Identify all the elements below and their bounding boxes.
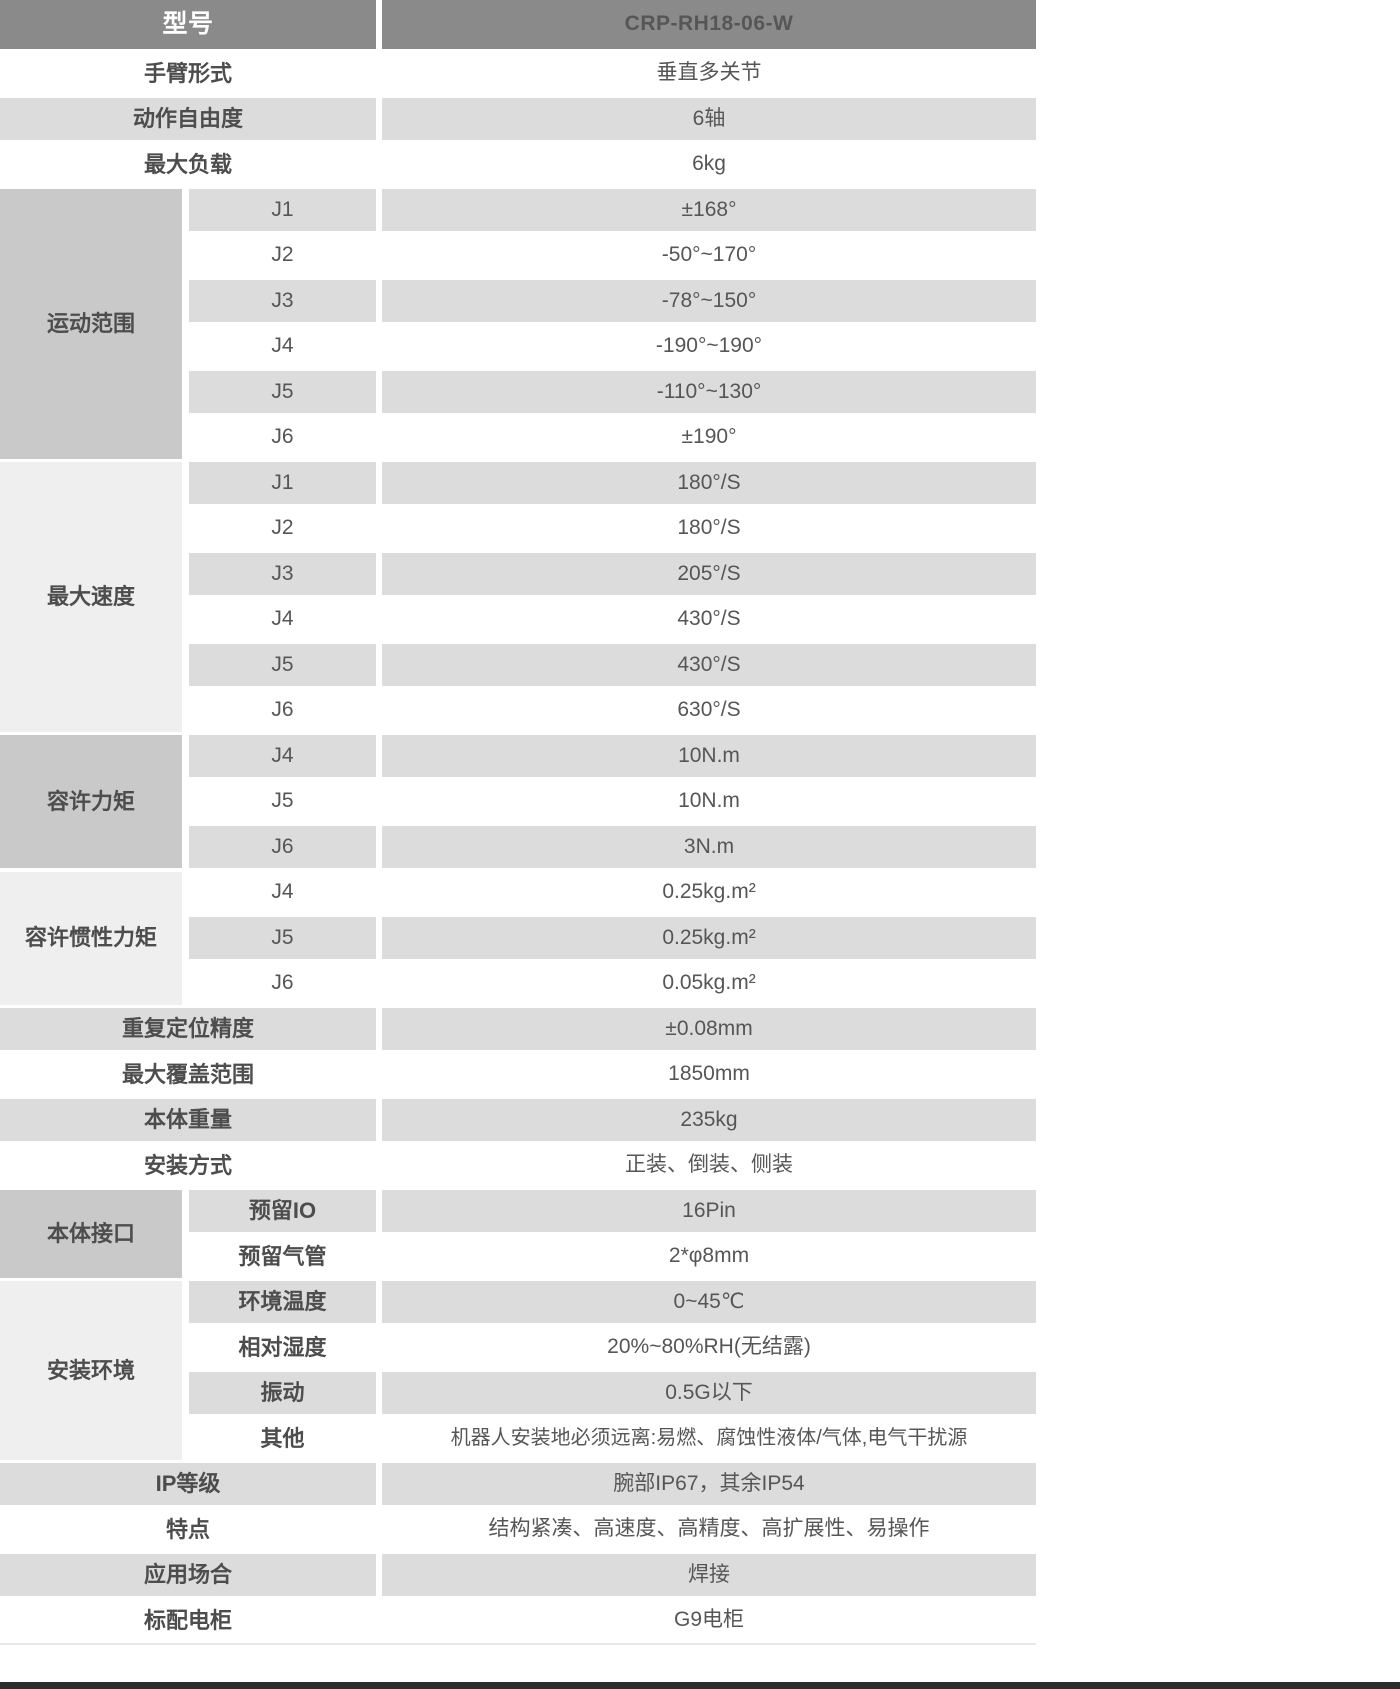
spec-table: 型号 CRP-RH18-06-W 手臂形式 垂直多关节 动作自由度 6轴 最大负… [0, 0, 1036, 1642]
spec-value-dof: 6轴 [382, 98, 1036, 140]
group-label-body-interface: 本体接口 [0, 1190, 182, 1278]
subrow-label-j4: J4 [189, 871, 376, 914]
spec-value-repeatability: ±0.08mm [382, 1008, 1036, 1050]
subrow-label-j1: J1 [189, 462, 376, 504]
subrow-value-vibration: 0.5G以下 [382, 1372, 1036, 1414]
spec-label-dof: 动作自由度 [0, 98, 376, 140]
group-label-install-environment: 安装环境 [0, 1281, 182, 1460]
subrow-label-j1: J1 [189, 189, 376, 231]
spec-value-max-payload: 6kg [382, 143, 1036, 186]
spec-value-application: 焊接 [382, 1554, 1036, 1596]
spec-value-body-weight: 235kg [382, 1099, 1036, 1141]
subrow-value-j2: -50°~170° [382, 234, 1036, 277]
subrow-label-reserved-air: 预留气管 [189, 1235, 376, 1278]
subrow-label-j2: J2 [189, 507, 376, 550]
subrow-value-j1: 180°/S [382, 462, 1036, 504]
subrow-label-j6: J6 [189, 689, 376, 732]
subrow-label-j5: J5 [189, 917, 376, 959]
subrow-label-j5: J5 [189, 371, 376, 413]
subrow-label-j6: J6 [189, 826, 376, 868]
subrow-value-ambient-temp: 0~45℃ [382, 1281, 1036, 1323]
subrow-label-j5: J5 [189, 780, 376, 823]
spec-value-control-cabinet: G9电柜 [382, 1599, 1036, 1642]
model-header-value: CRP-RH18-06-W [382, 0, 1036, 49]
subrow-value-j3: -78°~150° [382, 280, 1036, 322]
subrow-label-ambient-temp: 环境温度 [189, 1281, 376, 1323]
spec-value-max-reach: 1850mm [382, 1053, 1036, 1096]
footer-bar [0, 1682, 1400, 1689]
subrow-value-j6: 3N.m [382, 826, 1036, 868]
subrow-value-j5: 10N.m [382, 780, 1036, 823]
subrow-value-j5: 430°/S [382, 644, 1036, 686]
subrow-value-other: 机器人安装地必须远离:易燃、腐蚀性液体/气体,电气干扰源 [382, 1417, 1036, 1460]
subrow-value-j5: -110°~130° [382, 371, 1036, 413]
group-label-allowable-inertia: 容许惯性力矩 [0, 871, 182, 1005]
subrow-value-humidity: 20%~80%RH(无结露) [382, 1326, 1036, 1369]
subrow-label-j6: J6 [189, 416, 376, 459]
group-label-motion-range: 运动范围 [0, 189, 182, 459]
spec-label-control-cabinet: 标配电柜 [0, 1599, 376, 1642]
group-label-max-speed: 最大速度 [0, 462, 182, 732]
spec-label-body-weight: 本体重量 [0, 1099, 376, 1141]
subrow-label-j4: J4 [189, 735, 376, 777]
spec-value-ip-rating: 腕部IP67，其余IP54 [382, 1463, 1036, 1505]
group-label-allowable-torque: 容许力矩 [0, 735, 182, 868]
spec-label-max-payload: 最大负载 [0, 143, 376, 186]
spec-label-features: 特点 [0, 1508, 376, 1551]
model-header-label: 型号 [0, 0, 376, 49]
subrow-value-j5: 0.25kg.m² [382, 917, 1036, 959]
subrow-label-reserved-io: 预留IO [189, 1190, 376, 1232]
subrow-value-reserved-io: 16Pin [382, 1190, 1036, 1232]
subrow-value-j4: 430°/S [382, 598, 1036, 641]
subrow-value-reserved-air: 2*φ8mm [382, 1235, 1036, 1278]
subrow-label-humidity: 相对湿度 [189, 1326, 376, 1369]
spec-label-arm-type: 手臂形式 [0, 52, 376, 95]
subrow-value-j4: -190°~190° [382, 325, 1036, 368]
spec-label-mounting: 安装方式 [0, 1144, 376, 1187]
spec-label-repeatability: 重复定位精度 [0, 1008, 376, 1050]
spec-value-mounting: 正装、倒装、侧装 [382, 1144, 1036, 1187]
subrow-label-j2: J2 [189, 234, 376, 277]
subrow-label-j3: J3 [189, 280, 376, 322]
subrow-value-j4: 0.25kg.m² [382, 871, 1036, 914]
spec-value-arm-type: 垂直多关节 [382, 52, 1036, 95]
subrow-value-j1: ±168° [382, 189, 1036, 231]
subrow-label-vibration: 振动 [189, 1372, 376, 1414]
subrow-label-j3: J3 [189, 553, 376, 595]
spec-label-max-reach: 最大覆盖范围 [0, 1053, 376, 1096]
spec-label-application: 应用场合 [0, 1554, 376, 1596]
subrow-value-j6: 630°/S [382, 689, 1036, 732]
table-bottom-divider [0, 1642, 1036, 1645]
subrow-label-j4: J4 [189, 325, 376, 368]
subrow-label-j4: J4 [189, 598, 376, 641]
subrow-value-j6: 0.05kg.m² [382, 962, 1036, 1005]
subrow-value-j6: ±190° [382, 416, 1036, 459]
subrow-label-j6: J6 [189, 962, 376, 1005]
subrow-value-j2: 180°/S [382, 507, 1036, 550]
subrow-label-other: 其他 [189, 1417, 376, 1460]
spec-value-features: 结构紧凑、高速度、高精度、高扩展性、易操作 [382, 1508, 1036, 1551]
subrow-value-j3: 205°/S [382, 553, 1036, 595]
spec-label-ip-rating: IP等级 [0, 1463, 376, 1505]
subrow-label-j5: J5 [189, 644, 376, 686]
subrow-value-j4: 10N.m [382, 735, 1036, 777]
